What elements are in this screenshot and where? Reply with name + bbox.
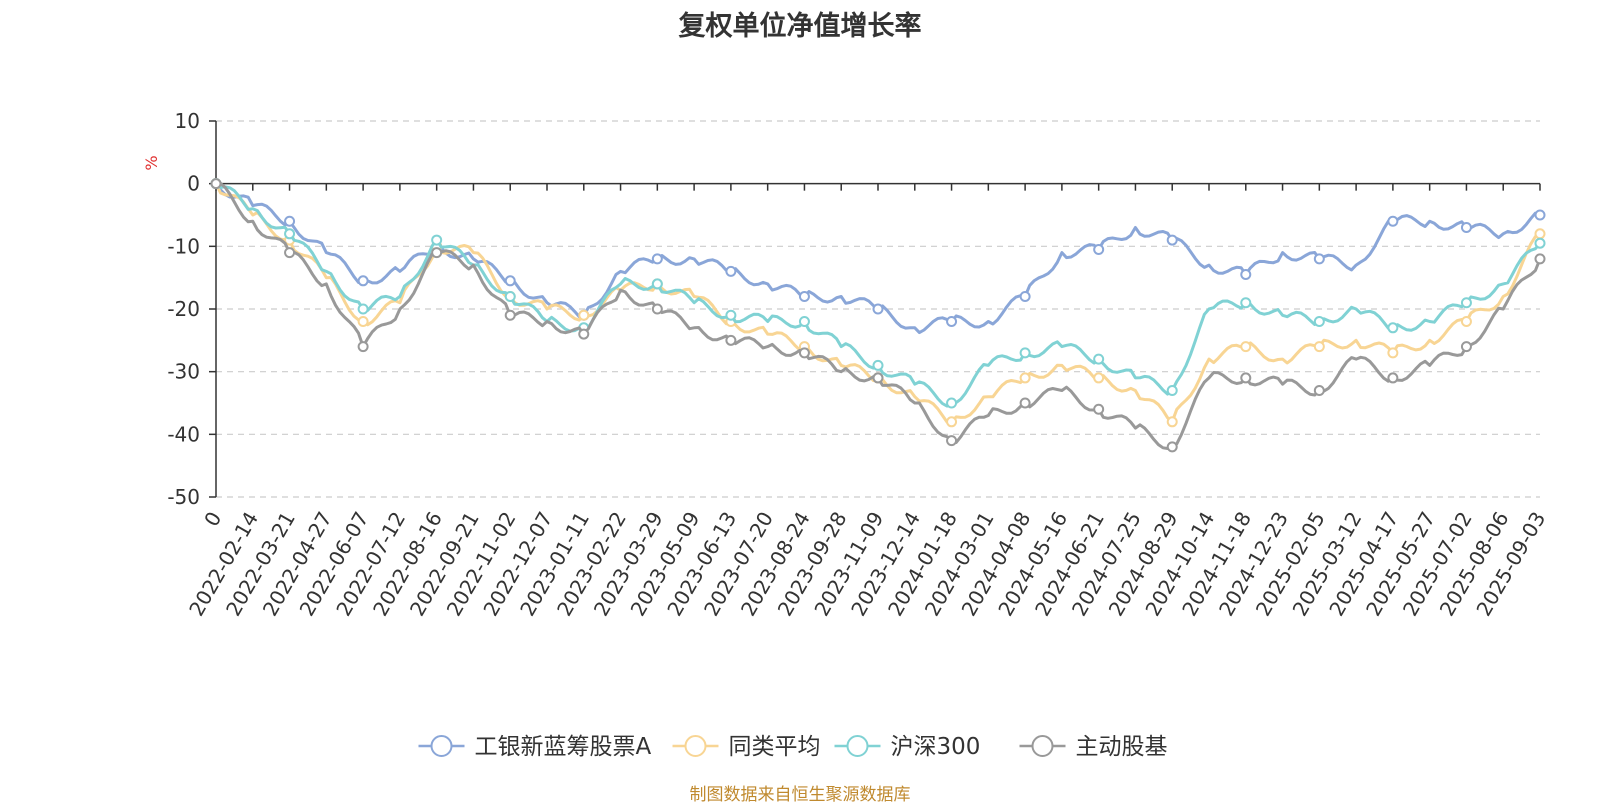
data-point bbox=[284, 247, 296, 259]
data-point bbox=[1166, 441, 1178, 453]
y-tick-label: 0 bbox=[187, 172, 200, 196]
data-point bbox=[946, 397, 958, 409]
data-point bbox=[1534, 228, 1546, 240]
y-tick-label: -10 bbox=[167, 234, 200, 258]
data-point bbox=[504, 275, 516, 287]
data-point bbox=[872, 372, 884, 384]
data-point bbox=[357, 341, 369, 353]
data-point bbox=[798, 290, 810, 302]
series-line bbox=[215, 181, 1542, 450]
data-point bbox=[1166, 384, 1178, 396]
data-point bbox=[1387, 215, 1399, 227]
data-point bbox=[1313, 384, 1325, 396]
data-point bbox=[1166, 416, 1178, 428]
data-point bbox=[431, 247, 443, 259]
data-point bbox=[284, 228, 296, 240]
y-axis-unit-label: % bbox=[142, 155, 161, 170]
data-point bbox=[1460, 222, 1472, 234]
legend-marker-icon bbox=[684, 735, 707, 757]
data-point bbox=[1313, 316, 1325, 328]
y-tick-label: -40 bbox=[167, 422, 200, 446]
data-point bbox=[725, 334, 737, 346]
y-tick-label: -20 bbox=[167, 297, 200, 321]
data-point bbox=[725, 309, 737, 321]
data-point bbox=[1387, 372, 1399, 384]
data-point bbox=[357, 316, 369, 328]
x-axis-ticks: 02022-02-142022-03-212022-04-272022-06-0… bbox=[184, 183, 1550, 620]
data-point bbox=[651, 253, 663, 265]
data-point bbox=[1240, 372, 1252, 384]
legend-item[interactable]: 主动股基 bbox=[1019, 734, 1168, 760]
data-point bbox=[1093, 353, 1105, 365]
legend-marker-icon bbox=[846, 735, 869, 757]
data-point bbox=[284, 215, 296, 227]
data-point bbox=[1093, 243, 1105, 255]
data-point bbox=[798, 347, 810, 359]
data-point bbox=[357, 303, 369, 315]
data-point bbox=[1534, 209, 1546, 221]
data-point bbox=[504, 290, 516, 302]
legend[interactable]: 工银新蓝筹股票A 同类平均 沪深300 主动股基 bbox=[418, 734, 1168, 760]
legend-marker-icon bbox=[430, 735, 453, 757]
y-tick-label: -50 bbox=[167, 485, 200, 509]
data-point bbox=[1093, 403, 1105, 415]
legend-label: 工银新蓝筹股票A bbox=[475, 734, 652, 760]
data-point bbox=[1460, 341, 1472, 353]
data-point bbox=[651, 278, 663, 290]
data-point bbox=[1166, 234, 1178, 246]
series-lines bbox=[210, 178, 1546, 453]
data-point bbox=[872, 359, 884, 371]
data-point bbox=[1240, 269, 1252, 281]
x-tick-label: 0 bbox=[199, 508, 226, 531]
y-tick-label: 10 bbox=[175, 109, 200, 133]
data-point bbox=[798, 316, 810, 328]
legend-label: 主动股基 bbox=[1076, 734, 1168, 760]
y-axis-ticks: 10 0 -10 -20 -30 -40 -50 bbox=[167, 109, 216, 509]
data-point bbox=[1240, 297, 1252, 309]
data-point bbox=[578, 328, 590, 340]
data-point bbox=[210, 178, 222, 190]
data-point bbox=[1460, 297, 1472, 309]
y-tick-label: -30 bbox=[167, 360, 200, 384]
data-point bbox=[1534, 253, 1546, 265]
data-point bbox=[1534, 237, 1546, 249]
legend-item[interactable]: 工银新蓝筹股票A bbox=[418, 734, 652, 760]
data-point bbox=[1313, 341, 1325, 353]
data-point bbox=[504, 309, 516, 321]
legend-item[interactable]: 同类平均 bbox=[672, 734, 821, 760]
data-point bbox=[1019, 397, 1031, 409]
data-point bbox=[1387, 322, 1399, 334]
legend-item[interactable]: 沪深300 bbox=[834, 734, 981, 760]
data-point bbox=[1019, 290, 1031, 302]
data-point bbox=[1019, 347, 1031, 359]
data-point bbox=[578, 309, 590, 321]
data-point bbox=[1019, 372, 1031, 384]
data-point bbox=[1460, 316, 1472, 328]
data-point bbox=[946, 435, 958, 447]
data-point bbox=[1240, 341, 1252, 353]
source-note: 制图数据来自恒生聚源数据库 bbox=[689, 785, 911, 805]
chart-title: 复权单位净值增长率 bbox=[678, 11, 922, 42]
legend-label: 沪深300 bbox=[891, 734, 981, 760]
data-point bbox=[1387, 347, 1399, 359]
data-point bbox=[1093, 372, 1105, 384]
data-point bbox=[431, 234, 443, 246]
data-point bbox=[651, 303, 663, 315]
legend-label: 同类平均 bbox=[729, 734, 821, 760]
data-point bbox=[946, 416, 958, 428]
data-point bbox=[946, 316, 958, 328]
legend-marker-icon bbox=[1031, 735, 1054, 757]
series-line bbox=[214, 183, 1541, 424]
data-point bbox=[872, 303, 884, 315]
data-point bbox=[357, 275, 369, 287]
data-point bbox=[1313, 253, 1325, 265]
data-point bbox=[725, 265, 737, 277]
